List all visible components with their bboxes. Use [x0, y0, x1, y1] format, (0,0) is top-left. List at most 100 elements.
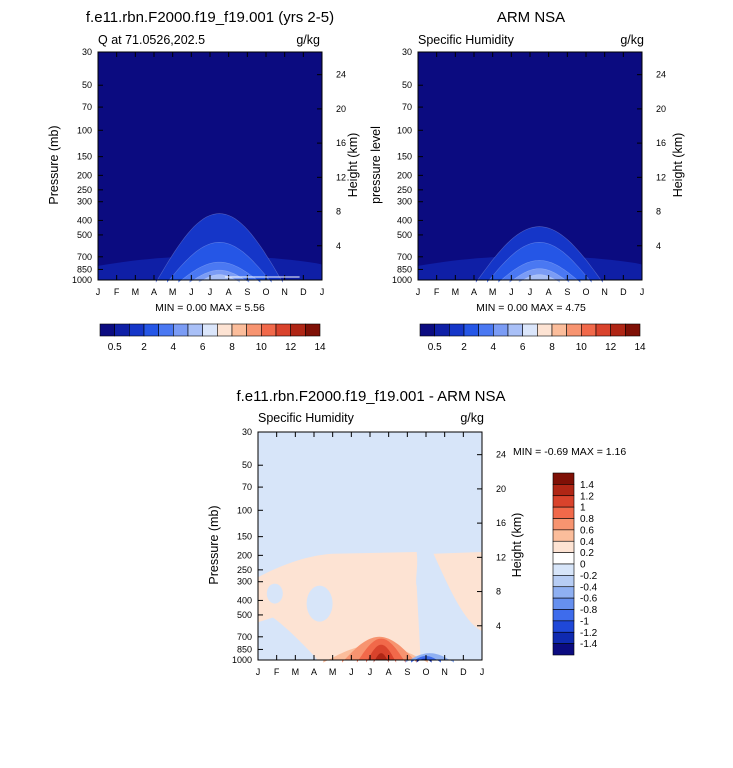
y-right-tick-label: 20	[336, 104, 346, 114]
colorbar-a-label: 6	[200, 342, 206, 353]
x-tick-label: N	[441, 667, 448, 677]
colorbar-c-swatch	[552, 609, 575, 622]
colorbar-b-swatch	[625, 323, 641, 337]
colorbar-c-label: 0	[580, 560, 586, 571]
y-tick-label: 150	[77, 152, 92, 162]
colorbar-c-label: 1.4	[580, 480, 594, 491]
colorbar-b-label: 12	[605, 342, 617, 353]
colorbar-c-label: 0.4	[580, 537, 594, 548]
colorbar-b-swatch	[522, 323, 538, 337]
y-tick-label: 400	[397, 215, 412, 225]
panel-c-contour-positive-patch	[433, 552, 482, 631]
panel-b-ylabel: pressure level	[369, 126, 383, 204]
x-tick-label: J	[416, 287, 421, 297]
colorbar-a-label: 2	[141, 342, 147, 353]
x-tick-label: D	[460, 667, 467, 677]
colorbar-a-swatch	[114, 323, 130, 337]
y-tick-label: 300	[77, 197, 92, 207]
colorbar-c-label: 1.2	[580, 491, 594, 502]
y-tick-label: 700	[77, 252, 92, 262]
x-tick-label: J	[349, 667, 354, 677]
panel-a-contour-level-5	[198, 274, 241, 284]
panel-a-ylabel: Pressure (mb)	[47, 125, 61, 204]
panel-c-contour-negative-hole	[306, 585, 333, 622]
y-right-tick-label: 20	[656, 104, 666, 114]
x-tick-label: J	[480, 667, 485, 677]
y-tick-label: 50	[242, 460, 252, 470]
y-right-tick-label: 4	[336, 241, 341, 251]
x-tick-label: M	[169, 287, 177, 297]
colorbar-c-swatch	[552, 540, 575, 553]
y-right-tick-label: 16	[336, 138, 346, 148]
colorbar-a-label: 4	[171, 342, 177, 353]
panel-c-stats: MIN = -0.69 MAX = 1.16	[513, 446, 626, 458]
y-right-tick-label: 12	[336, 172, 346, 182]
panel-b-left-label: Specific Humidity	[418, 33, 515, 47]
x-tick-label: J	[509, 287, 514, 297]
y-right-tick-label: 24	[496, 450, 506, 460]
x-tick-label: N	[601, 287, 608, 297]
y-tick-label: 100	[397, 125, 412, 135]
x-tick-label: J	[528, 287, 533, 297]
y-tick-label: 30	[242, 427, 252, 437]
x-tick-label: J	[189, 287, 194, 297]
colorbar-a-swatch	[275, 323, 291, 337]
y-tick-label: 850	[237, 644, 252, 654]
y-right-tick-label: 8	[656, 207, 661, 217]
colorbar-c-swatch	[552, 495, 575, 508]
x-tick-label: F	[434, 287, 440, 297]
y-tick-label: 200	[397, 170, 412, 180]
y-tick-label: 30	[402, 47, 412, 57]
panel-a-left-label: Q at 71.0526,202.5	[98, 33, 205, 47]
colorbar-c-label: -0.6	[580, 594, 598, 605]
colorbar-b-swatch	[463, 323, 479, 337]
x-tick-label: N	[281, 287, 288, 297]
y-tick-label: 1000	[72, 275, 92, 285]
colorbar-b-swatch	[419, 323, 435, 337]
colorbar-b-label: 10	[576, 342, 588, 353]
x-tick-label: O	[422, 667, 429, 677]
colorbar-a-label: 10	[256, 342, 268, 353]
colorbar-b-label: 6	[520, 342, 526, 353]
x-tick-label: J	[368, 667, 373, 677]
y-tick-label: 1000	[392, 275, 412, 285]
x-tick-label: A	[471, 287, 477, 297]
y-tick-label: 500	[237, 610, 252, 620]
colorbar-c-label: 1	[580, 503, 586, 514]
y-tick-label: 50	[82, 80, 92, 90]
colorbar-c-label: -1	[580, 616, 589, 627]
colorbar-a-swatch	[129, 323, 145, 337]
colorbar-c-swatch	[552, 484, 575, 497]
y-right-tick-label: 16	[656, 138, 666, 148]
x-tick-label: A	[311, 667, 317, 677]
colorbar-b-label: 14	[634, 342, 646, 353]
colorbar-c-swatch	[552, 529, 575, 542]
x-tick-label: D	[300, 287, 307, 297]
panel-c-contour-positive-level-5	[373, 653, 389, 663]
panel-c-contour-negative-hole	[266, 583, 283, 604]
colorbar-b-swatch	[551, 323, 567, 337]
colorbar-b-swatch	[493, 323, 509, 337]
panel-a-units: g/kg	[296, 33, 320, 47]
x-tick-label: O	[582, 287, 589, 297]
x-tick-label: J	[96, 287, 101, 297]
x-tick-label: M	[329, 667, 337, 677]
y-tick-label: 100	[237, 505, 252, 515]
colorbar-c-label: 0.2	[580, 548, 594, 559]
x-tick-label: A	[151, 287, 157, 297]
colorbar-c-swatch	[552, 472, 575, 485]
colorbar-c-label: -0.4	[580, 582, 598, 593]
colorbar-b-swatch	[566, 323, 582, 337]
panel-c-contour-positive-band	[258, 552, 421, 660]
y-tick-label: 500	[397, 230, 412, 240]
y-right-tick-label: 4	[656, 241, 661, 251]
y-tick-label: 70	[402, 102, 412, 112]
y-right-tick-label: 12	[656, 172, 666, 182]
x-tick-label: A	[386, 667, 392, 677]
x-tick-label: A	[546, 287, 552, 297]
y-tick-label: 700	[397, 252, 412, 262]
panel-b-title: ARM NSA	[497, 9, 565, 26]
colorbar-c-swatch	[552, 563, 575, 576]
y-tick-label: 70	[242, 482, 252, 492]
